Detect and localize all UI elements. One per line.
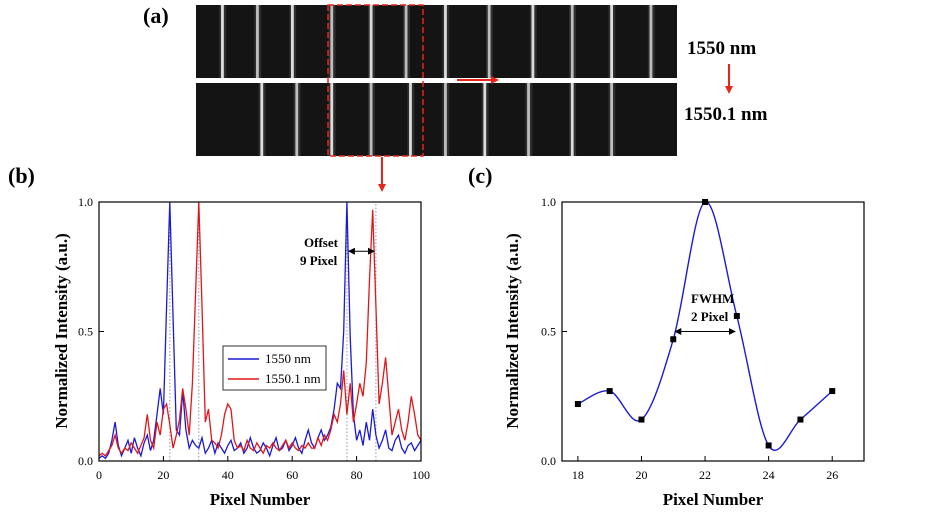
legend: 1550 nm 1550.1 nm [222,345,327,391]
data-point [638,416,645,423]
x-axis-label-c: Pixel Number [663,490,764,509]
interpolated-curve [577,201,833,451]
stripe [610,83,614,156]
panel-b: (b) 0 20 40 60 80 100 0.00.51.0 Pixel Number … [8,163,430,509]
stripe [444,5,447,78]
legend-label-1550-1: 1550.1 nm [265,371,321,386]
x-tick-label: 100 [412,468,430,482]
y-ticks: 0.0 0.5 1.0 [78,195,104,468]
sensor-image-top [196,5,677,78]
y-tick-label: 0.0 [541,454,556,468]
x-tick-label: 80 [351,468,363,482]
stripe [649,5,653,78]
y-tick-label: 0.0 [78,454,93,468]
y-tick-label: 0.5 [78,325,93,339]
data-point [765,442,772,449]
stripe [221,5,224,78]
x-tick-label: 60 [286,468,298,482]
stripe [570,5,574,78]
stripe [291,5,294,78]
wavelength-label-top: 1550 nm [687,38,756,59]
y-axis-label-c: Normalized Intensity (a.u.) [503,233,522,428]
x-axis-label: Pixel Number [210,490,311,509]
x-tick-label: 18 [572,468,584,482]
stripes-bottom [258,83,616,156]
fwhm-annotation-line2: 2 Pixel [691,309,729,324]
series-lines [98,201,422,460]
stripe [369,5,373,78]
fwhm-annotation-line1: FWHM [691,291,734,306]
y-tick-label: 0.5 [541,325,556,339]
stripe [610,5,614,78]
x-ticks: 0 20 40 60 80 100 [96,456,430,482]
x-ticks-c: 18 20 22 24 26 [572,456,838,482]
series-line [98,201,422,460]
stripe [369,83,373,156]
stripe [483,83,487,156]
data-point [574,401,581,408]
offset-annotation-line2: 9 Pixel [300,253,338,268]
panel-a: (a) 1550 nm 1550.1 nm [143,3,768,192]
data-point [606,388,613,395]
stripe [570,83,574,156]
stripe [330,83,334,156]
x-tick-label: 24 [763,468,775,482]
data-point [670,336,677,343]
series-line [98,201,422,457]
plot-frame [98,201,422,462]
data-point [797,416,804,423]
panel-c: (c) 18 20 22 24 26 0.0 0.5 1.0 Pixel Number No… [468,163,865,509]
x-tick-label: 20 [635,468,647,482]
panel-a-label: (a) [143,3,169,28]
y-tick-label: 1.0 [78,195,93,209]
region-highlight-box [327,4,424,157]
legend-label-1550: 1550 nm [265,351,311,366]
dotted-guide-lines [169,202,377,461]
stripe [531,5,535,78]
x-tick-label: 22 [699,468,711,482]
data-point [829,388,836,395]
x-tick-label: 40 [222,468,234,482]
stripe [404,5,408,78]
y-ticks-c: 0.0 0.5 1.0 [541,195,567,468]
stripe [330,5,334,78]
stripe [527,83,530,156]
wavelength-label-bottom: 1550.1 nm [684,104,768,125]
stripe [260,83,264,156]
x-tick-label: 26 [826,468,838,482]
panel-c-label: (c) [468,163,492,188]
legend-box [222,345,327,391]
stripe [295,83,299,156]
stripe [487,5,491,78]
sensor-image-bottom [196,83,677,156]
stripe [256,5,259,78]
x-tick-label: 0 [96,468,102,482]
data-point [733,312,740,319]
y-tick-label: 1.0 [541,195,556,209]
stripes-top [219,5,655,78]
y-axis-label: Normalized Intensity (a.u.) [52,233,71,428]
panel-b-label: (b) [8,163,35,188]
offset-annotation-line1: Offset [304,235,339,250]
stripe [444,83,447,156]
x-tick-label: 20 [157,468,169,482]
stripe [409,83,412,156]
